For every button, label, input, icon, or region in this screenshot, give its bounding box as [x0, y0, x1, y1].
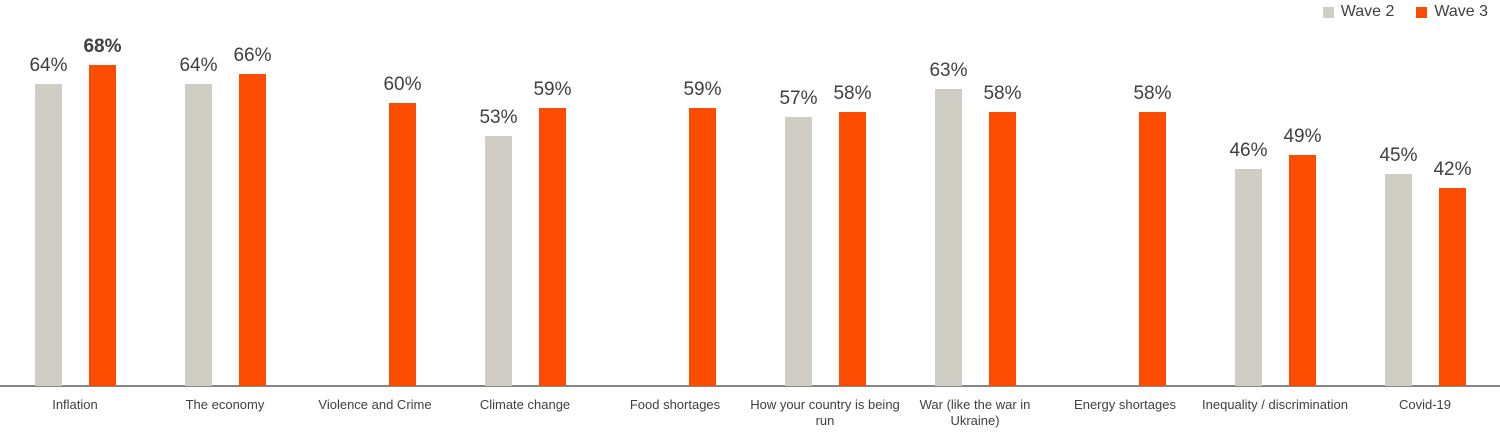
category-group: 53% 59% Climate change: [450, 0, 600, 412]
value-label: 57%: [779, 88, 818, 109]
value-label: 60%: [383, 74, 422, 95]
category-label: How your country is being run: [750, 397, 900, 428]
category-group: 58% Energy shortages: [1050, 0, 1200, 412]
bar-wave2: [935, 89, 962, 386]
legend-item-wave2: Wave 2: [1322, 3, 1395, 21]
value-label: 53%: [479, 107, 518, 128]
category-group: 57% 58% How your country is being run: [750, 0, 900, 428]
category-group: 64% 68% Inflation: [0, 0, 150, 412]
category-label: Inequality / discrimination: [1202, 397, 1348, 412]
bar-wave3: [839, 112, 866, 386]
value-label: 64%: [179, 55, 218, 76]
category-group: 63% 58% War (like the war in Ukraine): [900, 0, 1050, 428]
bar-wave3: [89, 65, 116, 386]
bar-wave2: [35, 84, 62, 386]
value-label: 58%: [983, 83, 1022, 104]
value-label: 49%: [1283, 126, 1322, 147]
value-label: 66%: [233, 45, 272, 66]
bar-wave2: [785, 117, 812, 386]
legend-label-wave3: Wave 3: [1434, 3, 1488, 20]
category-label: Covid-19: [1398, 397, 1452, 412]
category-group: 60% Violence and Crime: [300, 0, 450, 412]
category-label: Inflation: [52, 397, 98, 412]
category-label: Climate change: [479, 397, 571, 412]
value-label: 59%: [533, 79, 572, 100]
category-label: The economy: [185, 397, 265, 412]
category-label: Energy shortages: [1074, 397, 1176, 412]
bar-wave3: [389, 103, 416, 386]
category-group: 64% 66% The economy: [150, 0, 300, 412]
category-label: Violence and Crime: [318, 397, 432, 412]
category-label: War (like the war in Ukraine): [919, 397, 1031, 428]
category-group: 46% 49% Inequality / discrimination: [1200, 0, 1350, 412]
bar-wave3: [1139, 112, 1166, 386]
bar-wave2: [185, 84, 212, 386]
category-label: Food shortages: [629, 397, 721, 412]
plot-area: 64% 68% Inflation 64% 66% The economy 60% Viole…: [0, 0, 1500, 428]
value-label: 42%: [1433, 159, 1472, 180]
bar-wave3: [689, 108, 716, 386]
value-label: 58%: [833, 83, 872, 104]
bar-wave2: [1235, 169, 1262, 386]
bar-wave3: [539, 108, 566, 386]
bar-wave2: [1385, 174, 1412, 386]
bar-wave3: [989, 112, 1016, 386]
value-label: 59%: [683, 79, 722, 100]
value-label: 68%: [83, 36, 122, 57]
bar-wave3: [1289, 155, 1316, 386]
x-axis-line: [0, 385, 1500, 387]
value-label: 64%: [29, 55, 68, 76]
bar-wave3: [239, 74, 266, 386]
value-label: 46%: [1229, 140, 1268, 161]
legend-label-wave2: Wave 2: [1340, 3, 1395, 20]
category-group: 59% Food shortages: [600, 0, 750, 412]
value-label: 58%: [1133, 83, 1172, 104]
legend-item-wave3: Wave 3: [1416, 3, 1488, 21]
wave3-swatch-icon: [1416, 6, 1428, 18]
bar-wave2: [485, 136, 512, 386]
category-group: 45% 42% Covid-19: [1350, 0, 1500, 412]
value-label: 63%: [929, 60, 968, 81]
chart-legend: Wave 2 Wave 3: [1322, 3, 1488, 21]
bar-wave3: [1439, 188, 1466, 386]
value-label: 45%: [1379, 145, 1418, 166]
wave2-swatch-icon: [1322, 6, 1334, 18]
